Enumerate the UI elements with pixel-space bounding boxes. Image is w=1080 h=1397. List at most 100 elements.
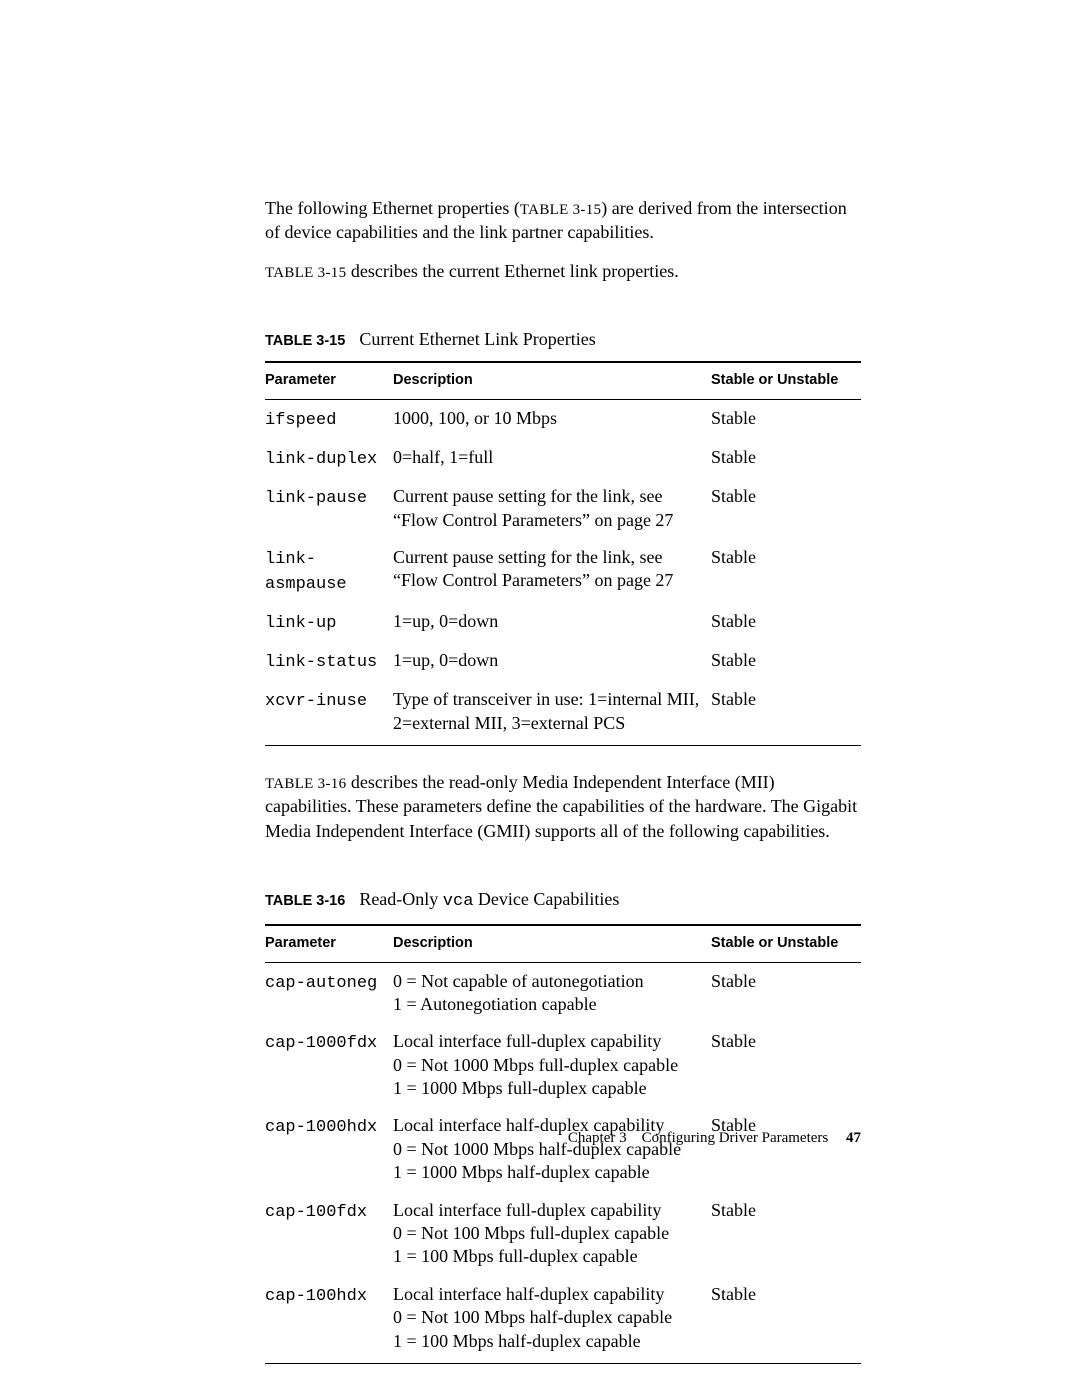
param-cell: cap-100hdx	[265, 1276, 393, 1364]
stable-cell: Stable	[711, 439, 861, 478]
param-code: link-asmpause	[265, 550, 347, 594]
description-line: 0 = Not capable of autonegotiation	[393, 970, 705, 993]
param-cell: cap-1000hdx	[265, 1107, 393, 1191]
description-line: 0=half, 1=full	[393, 446, 705, 469]
description-line: 1 = 100 Mbps full-duplex capable	[393, 1245, 705, 1268]
description-line: 1000, 100, or 10 Mbps	[393, 407, 705, 430]
param-code: link-status	[265, 653, 377, 672]
param-cell: link-status	[265, 642, 393, 681]
param-code: cap-autoneg	[265, 974, 377, 993]
page-footer: Chapter 3 Configuring Driver Parameters …	[0, 1130, 1080, 1147]
table-15-title: Current Ethernet Link Properties	[359, 329, 595, 349]
table-15-body: ifspeed1000, 100, or 10 MbpsStablelink-d…	[265, 400, 861, 746]
description-cell: Local interface half-duplex capability0 …	[393, 1276, 711, 1364]
table-row: link-duplex 0=half, 1=full Stable	[265, 439, 861, 478]
table-row: ifspeed 1000, 100, or 10 Mbps Stable	[265, 400, 861, 440]
description-line: Local interface half-duplex capability	[393, 1283, 705, 1306]
param-code: cap-100fdx	[265, 1203, 367, 1222]
table-16-title-code: vca	[443, 892, 474, 911]
param-cell: link-pause	[265, 478, 393, 539]
description-cell: 0=half, 1=full	[393, 439, 711, 478]
table-row: cap-100hdx Local interface half-duplex ca…	[265, 1276, 861, 1364]
stable-cell: Stable	[711, 1276, 861, 1364]
intro-p1-a: The following Ethernet properties (	[265, 198, 520, 218]
footer-page-number: 47	[832, 1130, 861, 1146]
description-cell: Current pause setting for the link, see …	[393, 539, 711, 603]
mid-rest: describes the read-only Media Independen…	[265, 772, 857, 841]
description-cell: Type of transceiver in use: 1=internal M…	[393, 681, 711, 745]
table-row: cap-1000hdxLocal interface half-duplex c…	[265, 1107, 861, 1191]
footer-chapter: Chapter 3	[568, 1130, 627, 1146]
description-cell: Local interface half-duplex capability0 …	[393, 1107, 711, 1191]
table-row: cap-autoneg 0 = Not capable of autonegoti…	[265, 962, 861, 1023]
param-code: link-up	[265, 614, 336, 633]
stable-cell: Stable	[711, 1023, 861, 1107]
table-16-label: TABLE 3-16	[265, 893, 359, 909]
stable-cell: Stable	[711, 603, 861, 642]
table-15-caption: TABLE 3-15Current Ethernet Link Properti…	[265, 327, 861, 352]
description-line: 0 = Not 100 Mbps full-duplex capable	[393, 1222, 705, 1245]
description-cell: 0 = Not capable of autonegotiation1 = Au…	[393, 962, 711, 1023]
table-16-header-desc: Description	[393, 925, 711, 962]
table-15: Parameter Description Stable or Unstable…	[265, 361, 861, 746]
stable-cell: Stable	[711, 539, 861, 603]
description-line: 0 = Not 100 Mbps half-duplex capable	[393, 1306, 705, 1329]
description-line: 1 = 100 Mbps half-duplex capable	[393, 1330, 705, 1353]
table-16-header-row: Parameter Description Stable or Unstable	[265, 925, 861, 962]
stable-cell: Stable	[711, 642, 861, 681]
stable-cell: Stable	[711, 1192, 861, 1276]
param-code: link-pause	[265, 489, 367, 508]
stable-cell: Stable	[711, 962, 861, 1023]
intro-paragraph-2: TABLE 3-15 describes the current Etherne…	[265, 259, 861, 283]
stable-cell: Stable	[711, 478, 861, 539]
stable-cell: Stable	[711, 1107, 861, 1191]
description-line: 1 = 1000 Mbps half-duplex capable	[393, 1161, 705, 1184]
table-15-header-stab: Stable or Unstable	[711, 362, 861, 399]
param-cell: link-asmpause	[265, 539, 393, 603]
param-code: cap-100hdx	[265, 1287, 367, 1306]
mid-paragraph: TABLE 3-16 describes the read-only Media…	[265, 770, 861, 843]
intro-paragraph-1: The following Ethernet properties (TABLE…	[265, 196, 861, 245]
table-row: cap-100fdx Local interface full-duplex ca…	[265, 1192, 861, 1276]
description-line: Local interface full-duplex capability	[393, 1199, 705, 1222]
table-row: cap-1000fdx Local interface full-duplex c…	[265, 1023, 861, 1107]
param-cell: ifspeed	[265, 400, 393, 440]
description-line: Local interface full-duplex capability	[393, 1030, 705, 1053]
table-16-title-a: Read-Only	[359, 889, 442, 909]
param-cell: cap-autoneg	[265, 962, 393, 1023]
table-row: link-up 1=up, 0=down Stable	[265, 603, 861, 642]
stable-cell: Stable	[711, 681, 861, 745]
description-line: Type of transceiver in use: 1=internal M…	[393, 688, 705, 735]
description-cell: Current pause setting for the link, see …	[393, 478, 711, 539]
table-16-title-b: Device Capabilities	[473, 889, 619, 909]
description-line: Current pause setting for the link, see …	[393, 546, 705, 593]
description-cell: 1=up, 0=down	[393, 603, 711, 642]
description-cell: Local interface full-duplex capability0 …	[393, 1023, 711, 1107]
table-15-label: TABLE 3-15	[265, 333, 359, 349]
description-line: 1=up, 0=down	[393, 610, 705, 633]
intro-p1-ref: TABLE 3-15	[520, 202, 601, 218]
param-code: link-duplex	[265, 450, 377, 469]
description-line: Current pause setting for the link, see …	[393, 485, 705, 532]
description-line: 1 = 1000 Mbps full-duplex capable	[393, 1077, 705, 1100]
intro-p2-rest: describes the current Ethernet link prop…	[346, 261, 678, 281]
stable-cell: Stable	[711, 400, 861, 440]
footer-title: Configuring Driver Parameters	[642, 1130, 829, 1146]
table-row: link-status 1=up, 0=downStable	[265, 642, 861, 681]
description-line: 0 = Not 1000 Mbps full-duplex capable	[393, 1054, 705, 1077]
table-16-header-param: Parameter	[265, 925, 393, 962]
description-cell: 1=up, 0=down	[393, 642, 711, 681]
mid-ref: TABLE 3-16	[265, 776, 346, 792]
table-row: xcvr-inuseType of transceiver in use: 1=…	[265, 681, 861, 745]
table-15-header-desc: Description	[393, 362, 711, 399]
table-row: link-asmpause Current pause setting for t…	[265, 539, 861, 603]
table-15-header-row: Parameter Description Stable or Unstable	[265, 362, 861, 399]
param-code: cap-1000fdx	[265, 1034, 377, 1053]
description-cell: Local interface full-duplex capability0 …	[393, 1192, 711, 1276]
param-code: ifspeed	[265, 411, 336, 430]
intro-p2-ref: TABLE 3-15	[265, 265, 346, 281]
table-16-body: cap-autoneg 0 = Not capable of autonegoti…	[265, 962, 861, 1363]
table-row: link-pause Current pause setting for the …	[265, 478, 861, 539]
param-cell: xcvr-inuse	[265, 681, 393, 745]
description-cell: 1000, 100, or 10 Mbps	[393, 400, 711, 440]
